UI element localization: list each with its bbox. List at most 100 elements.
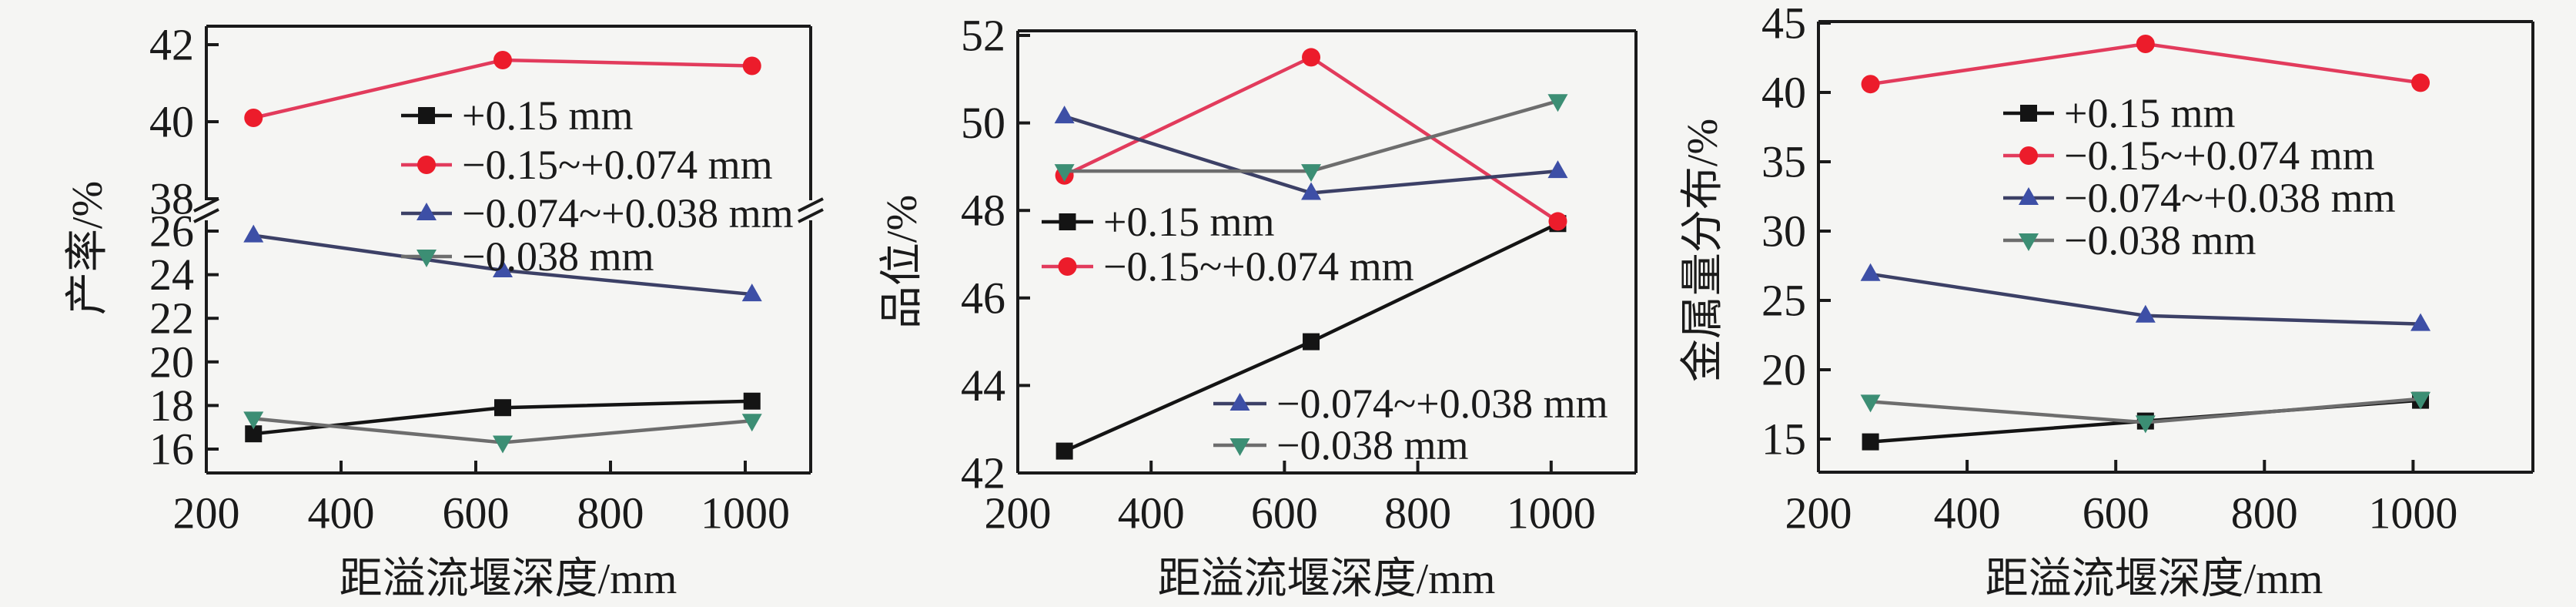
x-tick-label: 400 (1934, 488, 2001, 538)
legend-marker-icon (2019, 233, 2039, 251)
legend-marker-icon (1059, 213, 1076, 230)
legend-marker-icon (1229, 393, 1250, 411)
series-3-line (1064, 99, 1559, 173)
y-axis-title: 品位/% (878, 195, 926, 329)
legend-item: −0.15~+0.074 mm (1042, 243, 1414, 290)
legend-item: −0.038 mm (1213, 422, 1468, 468)
x-tick-label: 600 (2083, 488, 2149, 538)
legend-label: −0.038 mm (2064, 217, 2256, 263)
series-0-marker (245, 425, 263, 443)
axis-break-icon (798, 197, 824, 213)
x-tick-label: 200 (173, 488, 240, 538)
series-3-marker (1860, 394, 1881, 413)
legend-item: −0.038 mm (401, 233, 654, 280)
x-tick-label: 200 (1785, 488, 1852, 538)
series-2-marker (1860, 263, 1881, 281)
x-tick-label: 200 (985, 488, 1052, 538)
legend-item: −0.15~+0.074 mm (2003, 132, 2375, 179)
series-1-marker (1548, 212, 1567, 231)
y-tick-label: 24 (149, 250, 194, 300)
y-tick-label: 25 (1761, 276, 1806, 326)
x-tick-label: 1000 (701, 488, 790, 538)
x-tick-label: 400 (308, 488, 375, 538)
series-0-marker (743, 392, 761, 410)
series-1-marker (1861, 75, 1880, 94)
legend-marker-icon (2019, 187, 2039, 205)
y-tick-label: 40 (149, 97, 194, 147)
legend-item: +0.15 mm (2003, 90, 2235, 136)
x-axis-title: 距溢流堰深度/mm (1158, 555, 1496, 603)
legend-label: +0.15 mm (2064, 90, 2235, 136)
series-3-marker (493, 435, 513, 454)
y-axis-title: 产率/% (64, 181, 112, 315)
series-2-marker (1054, 106, 1075, 124)
legend-marker-icon (418, 107, 435, 124)
series-3-marker (1301, 164, 1322, 183)
legend-label: −0.15~+0.074 mm (462, 142, 773, 188)
x-tick-label: 800 (2231, 488, 2298, 538)
x-axis-title: 距溢流堰深度/mm (340, 555, 677, 603)
legend-marker-icon (1058, 257, 1077, 276)
x-tick-label: 800 (577, 488, 644, 538)
y-tick-label: 42 (961, 448, 1005, 498)
legend-label: −0.15~+0.074 mm (2064, 132, 2375, 179)
series-3-marker (1054, 164, 1075, 183)
series-2-marker (1301, 182, 1322, 200)
y-tick-label: 40 (1761, 68, 1806, 118)
legend-marker-icon (1229, 438, 1250, 456)
series-0-marker (1862, 433, 1879, 451)
legend-item: +0.15 mm (401, 92, 633, 139)
series-0-marker (494, 399, 511, 417)
y-tick-label: 16 (149, 424, 194, 475)
y-axis-title: 金属量分布/% (1679, 119, 1727, 382)
legend-label: −0.074~+0.038 mm (1276, 381, 1608, 427)
x-tick-label: 600 (443, 488, 510, 538)
y-tick-label: 45 (1761, 0, 1806, 49)
legend-label: +0.15 mm (462, 92, 633, 139)
series-2-marker (493, 259, 513, 277)
y-tick-label: 20 (1761, 345, 1806, 395)
x-tick-label: 600 (1251, 488, 1318, 538)
legend-marker-icon (2020, 105, 2037, 122)
axis-break-icon (798, 208, 824, 223)
series-1-marker (244, 109, 263, 127)
y-tick-label: 46 (961, 273, 1005, 323)
y-tick-label: 44 (961, 361, 1005, 411)
series-1-marker (742, 56, 761, 75)
legend-item: −0.15~+0.074 mm (401, 142, 773, 188)
y-tick-label: 30 (1761, 206, 1806, 257)
series-0-marker (1055, 442, 1073, 460)
series-3-marker (243, 411, 264, 430)
legend-marker-icon (2019, 146, 2038, 165)
x-tick-label: 1000 (1507, 488, 1596, 538)
series-3-marker (1547, 94, 1568, 112)
legend-label: +0.15 mm (1103, 199, 1274, 245)
legend-label: −0.15~+0.074 mm (1103, 243, 1414, 290)
legend-marker-icon (417, 156, 436, 174)
series-1-marker (493, 51, 512, 69)
series-2-marker (2135, 304, 2156, 323)
axis-break-icon (193, 208, 219, 223)
chart-grade: 200 400 600 800 1000 42 44 46 48 50 52 +0.15 mm−0.1… (878, 11, 1638, 603)
legend-label: −0.038 mm (1276, 422, 1468, 468)
x-tick-label: 800 (1384, 488, 1451, 538)
legend-label: −0.074~+0.038 mm (462, 190, 794, 236)
y-tick-label: 26 (149, 206, 194, 257)
y-tick-label: 48 (961, 186, 1005, 236)
series-2-marker (1547, 160, 1568, 179)
y-tick-label: 50 (961, 98, 1005, 148)
legend-label: −0.038 mm (462, 233, 654, 280)
x-tick-label: 1000 (2368, 488, 2457, 538)
legend-item: −0.074~+0.038 mm (2003, 175, 2396, 221)
legend-marker-icon (417, 203, 437, 220)
plot-border (1016, 29, 1638, 475)
y-tick-label: 52 (961, 11, 1005, 61)
legend-item: −0.038 mm (2003, 217, 2256, 263)
y-tick-label: 20 (149, 337, 194, 387)
legend-marker-icon (417, 250, 437, 267)
y-tick-label: 18 (149, 381, 194, 431)
legend-item: −0.074~+0.038 mm (1213, 381, 1608, 427)
